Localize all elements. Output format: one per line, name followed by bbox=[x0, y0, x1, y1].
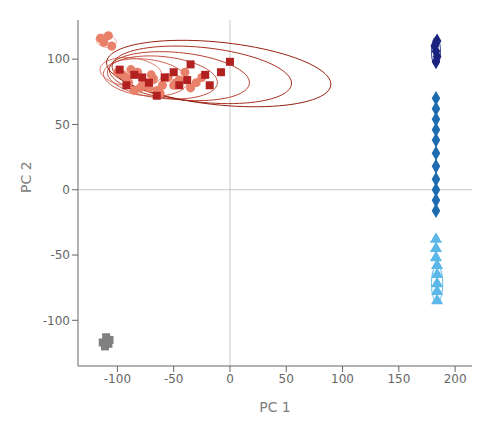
svg-text:200: 200 bbox=[444, 372, 467, 386]
svg-text:50: 50 bbox=[55, 118, 70, 132]
svg-text:PC 1: PC 1 bbox=[259, 399, 291, 415]
svg-text:150: 150 bbox=[387, 372, 410, 386]
svg-text:-100: -100 bbox=[104, 372, 131, 386]
svg-text:100: 100 bbox=[331, 372, 354, 386]
svg-text:-50: -50 bbox=[50, 248, 70, 262]
svg-text:-100: -100 bbox=[43, 314, 70, 328]
svg-text:100: 100 bbox=[47, 52, 70, 66]
svg-text:PC 2: PC 2 bbox=[18, 161, 34, 193]
svg-text:50: 50 bbox=[279, 372, 294, 386]
svg-text:0: 0 bbox=[62, 183, 70, 197]
svg-text:-50: -50 bbox=[164, 372, 184, 386]
svg-text:0: 0 bbox=[226, 372, 234, 386]
